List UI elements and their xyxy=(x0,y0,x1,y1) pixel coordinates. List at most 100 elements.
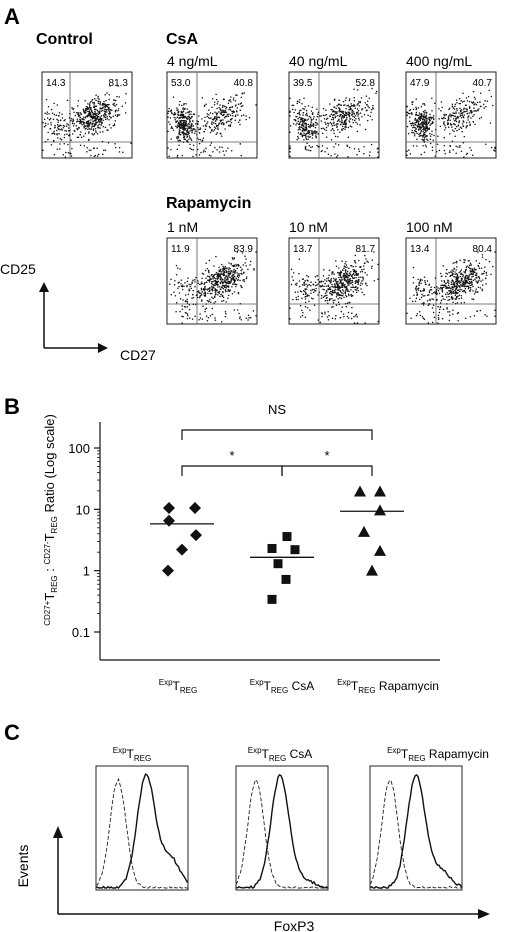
csa-title: CsA xyxy=(166,31,198,48)
y-tick-label: 10 xyxy=(76,502,90,517)
data-point-square xyxy=(267,594,277,604)
left-percentage: 13.7 xyxy=(293,244,313,255)
right-percentage: 40.8 xyxy=(234,78,254,89)
right-percentage: 81.3 xyxy=(109,78,129,89)
foxp3-histogram-curve xyxy=(235,773,328,889)
ns-label: NS xyxy=(268,402,286,417)
left-percentage: 39.5 xyxy=(293,78,313,89)
cd25-arrow-head xyxy=(39,282,49,292)
data-point-diamond xyxy=(189,502,201,515)
data-point-square xyxy=(281,574,291,584)
concentration-label: 10 nM xyxy=(289,219,328,235)
significance-brackets: NS * * xyxy=(181,402,373,476)
left-percentage: 47.9 xyxy=(410,78,430,89)
panel-a-letter: A xyxy=(4,4,20,29)
dot-cloud xyxy=(289,251,379,324)
cd27-arrow-head xyxy=(98,343,108,353)
panel-c-letter: C xyxy=(4,720,20,745)
dot-cloud xyxy=(169,251,257,324)
y-ticks: 0.1 1 10 100 xyxy=(68,441,100,640)
dot-cloud xyxy=(42,85,132,158)
data-point-triangle xyxy=(374,504,386,516)
series-triangle xyxy=(340,485,404,576)
right-percentage: 80.4 xyxy=(473,244,493,255)
control-histogram-curve xyxy=(95,777,188,889)
left-percentage: 53.0 xyxy=(171,78,191,89)
flow-plot-frame xyxy=(405,71,497,159)
data-point-triangle xyxy=(374,544,386,556)
concentration-label: 100 nM xyxy=(406,219,453,235)
star-label-left: * xyxy=(229,448,234,463)
y-tick-label: 100 xyxy=(68,441,90,456)
y-tick-label: 1 xyxy=(83,564,90,579)
histogram: ExpTREG CsA xyxy=(235,746,329,891)
chart-axes xyxy=(99,422,440,661)
concentration-label: 1 nM xyxy=(167,219,198,235)
concentration-label: 4 ng/mL xyxy=(167,53,218,69)
flow-plot: 14.3 81.3 xyxy=(41,71,133,159)
cd25-axis-label: CD25 xyxy=(0,261,36,277)
cd27-axis-label: CD27 xyxy=(120,347,156,363)
data-point-triangle xyxy=(358,525,370,537)
chart-y-axis-label: CD27+TREG : CD27-TREG Ratio (Log scale) xyxy=(42,414,59,626)
data-point-square xyxy=(282,532,292,542)
chart-marks xyxy=(150,485,404,604)
histogram-title: ExpTREG xyxy=(113,746,151,763)
data-point-diamond xyxy=(162,564,174,577)
histogram: ExpTREG xyxy=(95,746,189,891)
flow-plot: 53.0 40.8 4 ng/mL xyxy=(166,53,258,159)
histogram-title: ExpTREG CsA xyxy=(248,746,313,763)
star-bracket-left xyxy=(181,465,283,476)
x-category-label: ExpTREG xyxy=(159,678,197,695)
flow-plot: 39.5 52.8 40 ng/mL xyxy=(288,53,380,159)
left-percentage: 13.4 xyxy=(410,244,430,255)
ns-bracket xyxy=(181,429,373,440)
x-category-label: ExpTREG CsA xyxy=(250,678,315,695)
foxp3-histogram-curve xyxy=(369,773,463,889)
dot-cloud xyxy=(406,251,496,324)
histogram-title: ExpTREG Rapamycin xyxy=(387,746,489,763)
histogram: ExpTREG Rapamycin xyxy=(369,746,489,891)
series-square xyxy=(250,532,314,604)
data-point-square xyxy=(290,545,300,555)
rapamycin-title: Rapamycin xyxy=(166,195,251,212)
foxp3-arrow-head xyxy=(478,909,490,919)
control-title: Control xyxy=(36,31,93,48)
histogram-frame xyxy=(95,765,189,891)
left-percentage: 14.3 xyxy=(46,78,66,89)
flow-plot-frame xyxy=(288,71,380,159)
right-percentage: 81.7 xyxy=(356,244,376,255)
flow-plot-frame xyxy=(166,71,258,159)
x-category-label: ExpTREG Rapamycin xyxy=(337,678,439,695)
dot-cloud xyxy=(289,87,379,158)
data-point-square xyxy=(273,559,283,569)
star-bracket-right xyxy=(281,465,373,476)
star-label-right: * xyxy=(324,448,329,463)
series-diamond xyxy=(150,502,214,577)
flow-plot: 13.7 81.7 10 nM xyxy=(288,219,380,325)
control-histogram-curve xyxy=(235,778,328,889)
histogram-row: ExpTREG ExpTREG CsA ExpTREG Rapamycin xyxy=(95,746,489,891)
histogram-frame xyxy=(369,765,463,891)
panel-c-axes: Events FoxP3 xyxy=(15,826,490,932)
concentration-label: 400 ng/mL xyxy=(406,53,472,69)
data-point-square xyxy=(267,543,277,553)
flow-plot: 13.4 80.4 100 nM xyxy=(405,219,497,325)
right-percentage: 52.8 xyxy=(356,78,376,89)
flow-plot-frame xyxy=(405,237,497,325)
data-point-diamond xyxy=(163,514,175,527)
flow-plot-frame xyxy=(166,237,258,325)
concentration-label: 40 ng/mL xyxy=(289,53,348,69)
histogram-frame xyxy=(235,765,329,891)
dot-cloud xyxy=(167,92,257,158)
data-point-triangle xyxy=(374,485,386,497)
y-tick-label: 0.1 xyxy=(72,625,90,640)
data-point-diamond xyxy=(190,529,202,542)
flow-plot-frame xyxy=(41,71,133,159)
right-percentage: 40.7 xyxy=(473,78,493,89)
flow-plot-grid: 14.3 81.3 53.0 40.8 4 ng/mL 39.5 52.8 40 ng/mL 4… xyxy=(41,53,497,325)
dot-cloud xyxy=(406,89,496,158)
events-axis-label: Events xyxy=(15,845,31,888)
